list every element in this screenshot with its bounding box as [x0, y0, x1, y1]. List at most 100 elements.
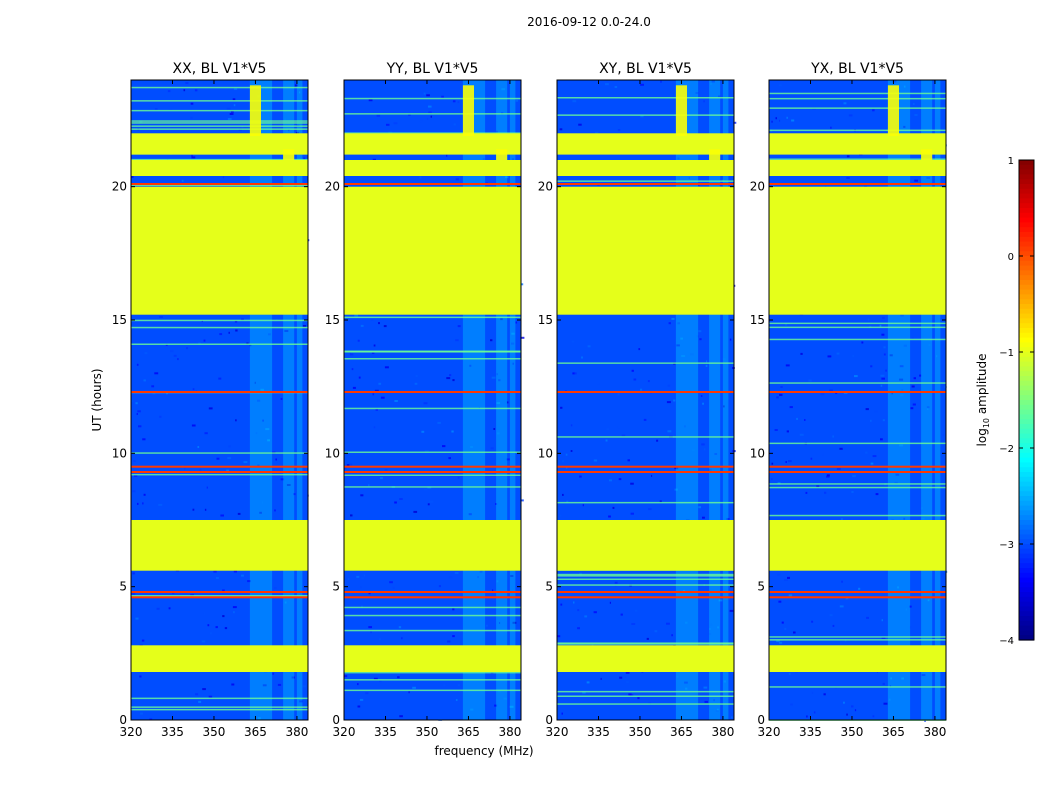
- horizontal-line: [131, 343, 308, 345]
- horizontal-line: [344, 132, 521, 134]
- heatmap-noise-cell: [796, 417, 798, 420]
- bright-line: [769, 596, 946, 599]
- horizontal-line: [769, 514, 946, 517]
- flagged-block: [769, 645, 946, 672]
- heatmap-noise-cell: [942, 433, 945, 436]
- heatmap-noise-cell: [900, 394, 904, 397]
- heatmap-noise-cell: [257, 399, 261, 402]
- colorbar-cell: [1019, 424, 1034, 430]
- heatmap-noise-cell: [570, 424, 573, 427]
- heatmap-noise-cell: [565, 453, 568, 456]
- heatmap-noise-cell: [515, 99, 519, 102]
- heatmap-noise-cell: [428, 105, 432, 108]
- heatmap-noise-cell: [520, 283, 524, 286]
- flagged-block: [344, 520, 521, 571]
- horizontal-line: [769, 442, 946, 445]
- y-tick-label: 5: [332, 580, 340, 594]
- colorbar-cell: [1019, 510, 1034, 516]
- rfi-channel: [887, 80, 899, 720]
- heatmap-noise-cell: [790, 703, 793, 706]
- heatmap-noise-cell: [494, 704, 498, 707]
- heatmap-noise-cell: [656, 439, 659, 442]
- y-tick-label: 20: [325, 180, 340, 194]
- heatmap-noise-cell: [135, 402, 138, 405]
- colorbar-cell: [1019, 520, 1034, 526]
- rfi-patch: [249, 85, 261, 136]
- bright-line: [557, 391, 734, 393]
- heatmap-noise-cell: [624, 675, 627, 678]
- heatmap-noise-cell: [228, 445, 231, 448]
- horizontal-line: [344, 606, 521, 609]
- heatmap-noise-cell: [190, 102, 194, 105]
- heatmap-noise-cell: [883, 346, 886, 349]
- y-tick-label: 10: [325, 446, 340, 460]
- horizontal-line: [557, 180, 734, 182]
- flagged-block: [557, 645, 734, 672]
- heatmap-noise-cell: [272, 672, 275, 675]
- panel-title: XX, BL V1*V5: [173, 61, 267, 77]
- horizontal-line: [557, 578, 734, 580]
- heatmap-noise-cell: [352, 386, 356, 389]
- heatmap-noise-cell: [811, 691, 814, 694]
- panel-2: YY, BL V1*V5 320 335 350 365 380 0 5 10 15 20: [325, 61, 525, 739]
- bright-line: [769, 183, 946, 185]
- heatmap-noise-cell: [890, 677, 892, 680]
- heatmap-noise-cell: [141, 639, 145, 642]
- rfi-channel: [934, 80, 941, 720]
- heatmap-noise-cell: [880, 384, 883, 387]
- colorbar-cell: [1019, 476, 1034, 483]
- heatmap-noise-cell: [795, 671, 798, 674]
- heatmap-noise-cell: [717, 626, 719, 629]
- heatmap-noise-cell: [582, 691, 586, 694]
- rfi-patch: [462, 85, 474, 136]
- horizontal-line: [557, 97, 734, 99]
- heatmap-noise-cell: [195, 693, 199, 696]
- heatmap-noise-cell: [413, 510, 418, 513]
- heatmap-background: [131, 80, 308, 720]
- heatmap-noise-cell: [380, 477, 383, 480]
- heatmap-noise-cell: [143, 493, 146, 496]
- heatmap-noise-cell: [226, 469, 229, 472]
- horizontal-line: [131, 697, 308, 700]
- colorbar-cell: [1019, 304, 1034, 310]
- heatmap-noise-cell: [159, 415, 162, 418]
- heatmap-noise-cell: [286, 484, 291, 486]
- colorbar-cell: [1019, 448, 1034, 454]
- heatmap-noise-cell: [905, 608, 907, 611]
- horizontal-line: [557, 114, 734, 116]
- heatmap-noise-cell: [919, 374, 922, 377]
- colorbar-cell: [1019, 275, 1034, 281]
- heatmap-noise-cell: [702, 516, 705, 519]
- heatmap-noise-cell: [358, 476, 362, 479]
- heatmap-noise-cell: [190, 116, 193, 119]
- heatmap-noise-cell: [427, 503, 430, 506]
- heatmap-noise-cell: [356, 575, 360, 578]
- heatmap-noise-cell: [913, 377, 916, 380]
- heatmap-noise-cell: [826, 474, 830, 477]
- colorbar-cell: [1019, 289, 1034, 295]
- horizontal-line: [769, 97, 946, 100]
- heatmap-noise-cell: [419, 120, 423, 123]
- y-tick-label: 15: [538, 313, 553, 327]
- rfi-patch: [675, 85, 687, 136]
- colorbar-cell: [1019, 529, 1034, 535]
- heatmap-noise-cell: [852, 355, 854, 357]
- heatmap-noise-cell: [832, 624, 835, 627]
- heatmap-noise-cell: [729, 609, 734, 612]
- colorbar-label: log10 amplitude: [975, 354, 991, 447]
- horizontal-line: [131, 100, 308, 102]
- heatmap-noise-cell: [299, 91, 301, 94]
- colorbar-cell: [1019, 222, 1034, 228]
- axes-frame: [768, 79, 947, 721]
- colorbar-cell: [1019, 198, 1034, 204]
- heatmap-noise-cell: [491, 376, 496, 379]
- y-tick-label: 10: [538, 446, 553, 460]
- heatmap-noise-cell: [614, 86, 618, 88]
- heatmap-noise-cell: [788, 594, 793, 597]
- colorbar-cell: [1019, 438, 1034, 444]
- horizontal-line: [769, 326, 946, 329]
- heatmap-noise-cell: [892, 80, 897, 83]
- bright-line: [344, 471, 521, 473]
- heatmap-noise-cell: [680, 337, 683, 340]
